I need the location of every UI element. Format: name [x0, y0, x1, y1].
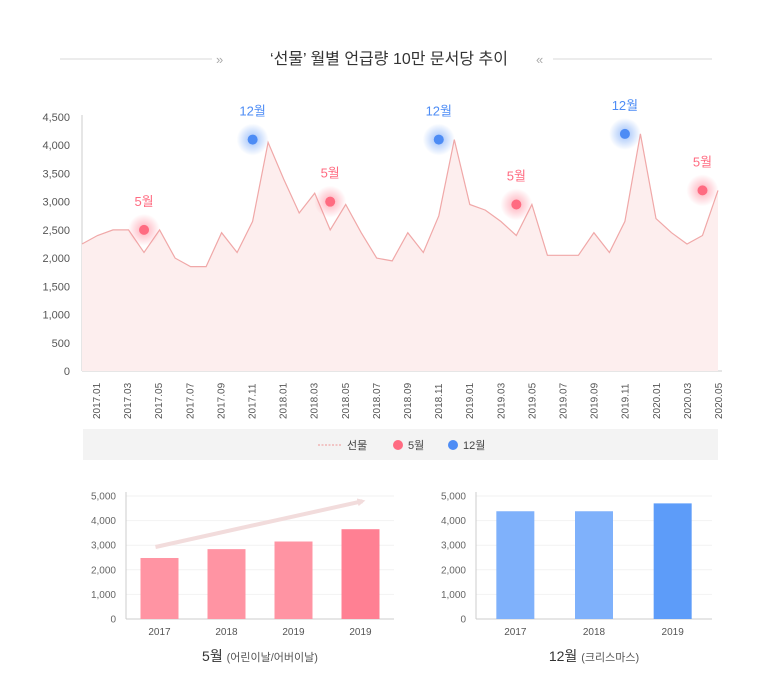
y-tick-label: 500: [52, 338, 70, 350]
dec-highlight-point: [620, 129, 630, 139]
legend-may-swatch: [393, 440, 403, 450]
title-chevron-left-icon: »: [216, 52, 223, 67]
x-tick-label: 2017: [148, 627, 171, 638]
dec-highlight-label: 12월: [426, 104, 452, 119]
x-tick-label: 2019.09: [590, 382, 601, 419]
chart-title: ‘선물’ 월별 언급량 10만 문서당 추이: [270, 50, 508, 68]
x-tick-label: 2017.05: [154, 382, 165, 419]
bar: [275, 542, 313, 619]
legend-label-may: 5월: [408, 439, 424, 452]
legend: 선물 5월 12월: [83, 429, 718, 460]
main-line-chart: 0 500 1,000 1,500 2,000 2,500 3,000 3,500 4,000 4…: [42, 98, 725, 419]
xlabel-main: 12월: [549, 648, 581, 664]
x-tick-label: 2017.01: [92, 382, 103, 419]
may-highlight-point: [139, 225, 149, 235]
x-tick-label: 2018.03: [310, 382, 321, 419]
dec-highlight-label: 12월: [612, 98, 638, 113]
title-group: » ‘선물’ 월별 언급량 10만 문서당 추이 «: [60, 50, 712, 68]
x-tick-label: 2019.03: [496, 382, 507, 419]
may-highlight-point: [697, 185, 707, 195]
x-tick-label: 2019: [349, 627, 372, 638]
x-tick-label: 2020.05: [714, 382, 725, 419]
xlabel-note: (크리스마스): [581, 651, 639, 664]
y-tick-label: 4,000: [91, 516, 116, 527]
x-tick-label: 2018: [583, 627, 606, 638]
x-tick-label: 2019.01: [465, 382, 476, 419]
may-highlight-label: 5월: [507, 168, 526, 183]
bar: [342, 529, 380, 619]
x-tick-label: 2017.09: [216, 382, 227, 419]
y-tick-label: 1,500: [42, 281, 70, 293]
y-tick-label: 5,000: [441, 492, 466, 503]
x-tick-label: 2018.01: [279, 382, 290, 419]
x-tick-label: 2018.07: [372, 382, 383, 419]
x-tick-label: 2017.03: [123, 382, 134, 419]
x-tick-label: 2019.11: [621, 383, 632, 419]
legend-label-series: 선물: [347, 439, 367, 452]
dec-highlight-point: [248, 135, 258, 145]
y-tick-label: 2,500: [42, 225, 70, 237]
y-tick-label: 4,000: [42, 140, 70, 152]
y-tick-label: 0: [460, 615, 466, 626]
y-tick-label: 4,500: [42, 112, 70, 124]
y-tick-label: 4,000: [441, 516, 466, 527]
dec-highlight-point: [434, 135, 444, 145]
may-highlight-label: 5월: [134, 194, 153, 209]
x-tick-label: 2019.07: [559, 382, 570, 419]
trend-arrow: [156, 501, 363, 547]
y-tick-label: 5,000: [91, 492, 116, 503]
x-tick-label: 2018.09: [403, 382, 414, 419]
dec-highlight-label: 12월: [239, 104, 265, 119]
series-area: [82, 134, 718, 371]
december-bar-chart: 0 1,000 2,000 3,000 4,000 5,000 2017 2018 2019 12…: [441, 492, 712, 665]
bar-chart-xlabel: 12월 (크리스마스): [549, 648, 639, 664]
may-highlight-point: [325, 197, 335, 207]
y-tick-label: 0: [64, 366, 70, 378]
x-tick-label: 2017: [504, 627, 527, 638]
x-tick-label: 2019: [662, 627, 685, 638]
xlabel-main: 5월: [202, 648, 227, 664]
y-tick-label: 3,000: [42, 197, 70, 209]
y-tick-label: 0: [110, 615, 116, 626]
y-tick-label: 2,000: [91, 565, 116, 576]
x-tick-label: 2020.03: [683, 382, 694, 419]
y-tick-label: 3,000: [91, 541, 116, 552]
bar-chart-xlabel: 5월 (어린이날/어버이날): [202, 648, 318, 664]
may-highlight-point: [511, 199, 521, 209]
bar: [575, 511, 613, 619]
xlabel-note: (어린이날/어버이날): [227, 651, 318, 664]
may-highlight-label: 5월: [693, 154, 712, 169]
bar: [141, 558, 179, 619]
y-tick-label: 1,000: [91, 590, 116, 601]
title-chevron-right-icon: «: [536, 52, 543, 67]
x-tick-label: 2019: [282, 627, 305, 638]
bar: [654, 503, 692, 619]
legend-label-dec: 12월: [463, 439, 485, 452]
bar: [208, 549, 246, 619]
x-tick-label: 2017.07: [185, 382, 196, 419]
y-tick-label: 2,000: [42, 253, 70, 265]
x-tick-label: 2018: [215, 627, 238, 638]
y-tick-label: 1,000: [42, 310, 70, 322]
bar: [496, 511, 534, 619]
y-tick-label: 1,000: [441, 590, 466, 601]
legend-dec-swatch: [448, 440, 458, 450]
x-tick-label: 2019.05: [527, 382, 538, 419]
x-tick-label: 2017.11: [248, 383, 259, 419]
may-highlight-label: 5월: [321, 166, 340, 181]
y-tick-label: 3,500: [42, 168, 70, 180]
may-bar-chart: 0 1,000 2,000 3,000 4,000 5,000 2017 2018 2019 20…: [91, 492, 394, 665]
y-tick-label: 2,000: [441, 565, 466, 576]
x-tick-label: 2018.11: [434, 383, 445, 419]
x-tick-label: 2018.05: [341, 382, 352, 419]
x-tick-label: 2020.01: [652, 382, 663, 419]
y-tick-label: 3,000: [441, 541, 466, 552]
